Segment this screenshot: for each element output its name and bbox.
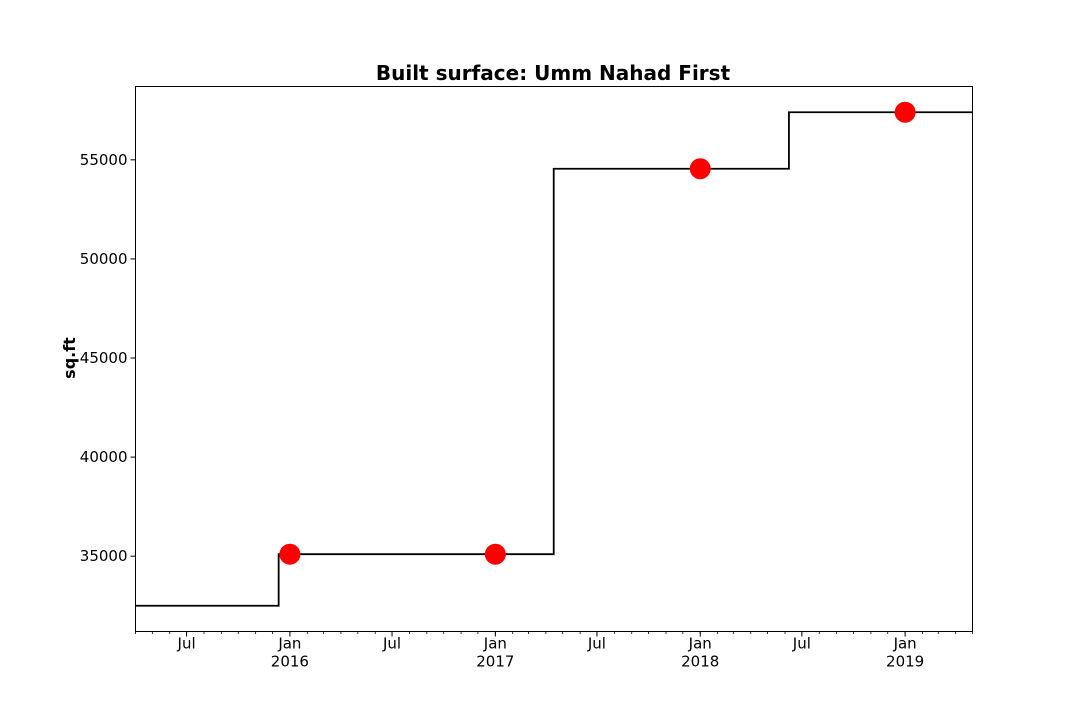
data-point-2 [484, 543, 506, 565]
x-tick-label: Jan [277, 635, 301, 653]
y-tick-label: 35000 [80, 547, 128, 565]
data-point-3 [689, 158, 711, 180]
y-tick-label: 50000 [80, 250, 128, 268]
y-axis-label: sq.ft [60, 337, 79, 379]
x-tick-label: Jul [792, 635, 811, 653]
data-point-4 [894, 101, 916, 123]
x-tick-label: Jul [587, 635, 606, 653]
x-tick-label: Jan [688, 635, 712, 653]
x-tick-label: Jul [382, 635, 401, 653]
x-tick-year-label: 2019 [886, 653, 924, 671]
y-tick-label: 55000 [80, 151, 128, 169]
x-tick-year-label: 2017 [476, 653, 514, 671]
x-tick-year-label: 2016 [271, 653, 309, 671]
plot-area [135, 101, 973, 607]
x-tick-label: Jan [483, 635, 507, 653]
step-line [135, 111, 973, 607]
y-tick-label: 40000 [80, 448, 128, 466]
x-tick-label: Jan [893, 635, 917, 653]
plot-frame [135, 86, 973, 632]
data-point-1 [279, 543, 301, 565]
x-tick-label: Jul [177, 635, 196, 653]
chart-title: Built surface: Umm Nahad First [376, 61, 731, 85]
y-tick-label: 45000 [80, 349, 128, 367]
x-tick-year-label: 2018 [681, 653, 719, 671]
